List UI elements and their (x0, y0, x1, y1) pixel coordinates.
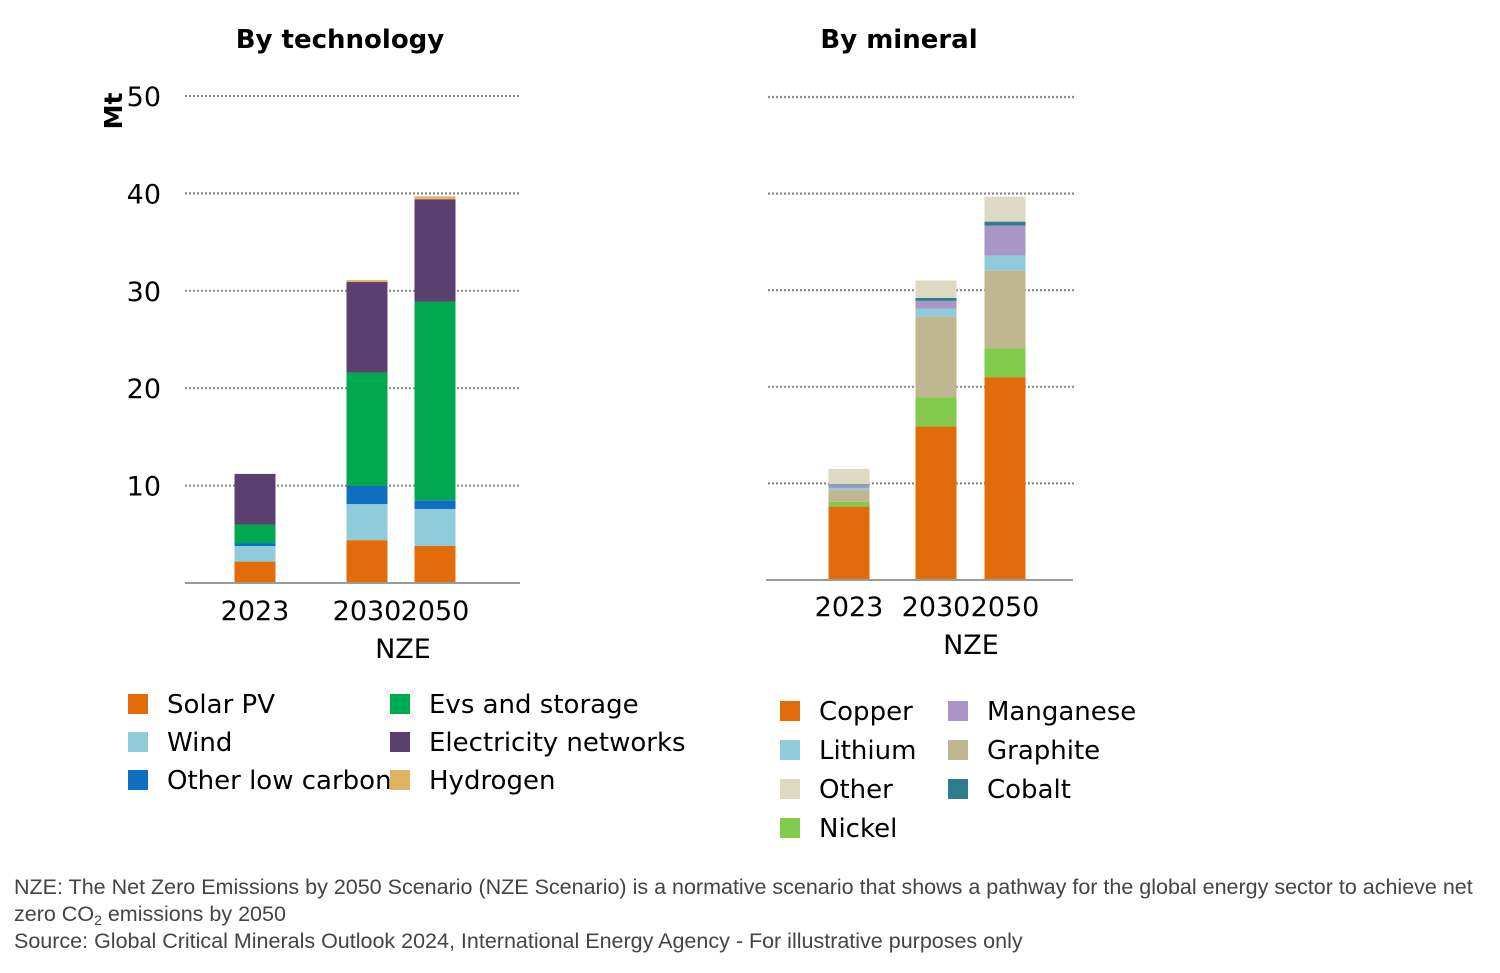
bar-segment (915, 397, 957, 427)
bar-segment (346, 504, 388, 541)
bar-segment (984, 255, 1026, 271)
bar-segment (414, 196, 456, 200)
legend-label: Other (819, 775, 893, 805)
bar-segment (984, 270, 1026, 349)
bar-segment (984, 225, 1026, 256)
group-label: NZE (375, 634, 431, 665)
x-tick-label: 2023 (815, 592, 884, 623)
chart-notes: NZE: The Net Zero Emissions by 2050 Scen… (14, 874, 1494, 955)
legend-swatch (948, 779, 968, 799)
bar-segment (984, 377, 1026, 580)
bar-segment (828, 488, 870, 491)
legend-label: Solar PV (167, 690, 275, 720)
bar-segment (828, 484, 870, 486)
legend-swatch (390, 732, 410, 752)
bar-segment (346, 485, 388, 505)
bar-segment (915, 280, 957, 298)
legend-label: Other low carbon (167, 766, 392, 796)
legend-swatch (128, 770, 148, 790)
bar-segment (414, 301, 456, 501)
legend-label: Evs and storage (429, 690, 639, 720)
legend-swatch (780, 818, 800, 838)
bar-segment (915, 316, 957, 398)
bar-segment (984, 196, 1026, 222)
bar-segment (346, 282, 388, 373)
legend-swatch (128, 732, 148, 752)
legend-label: Manganese (987, 697, 1136, 727)
x-tick-label: 2030 (333, 596, 402, 627)
legend-swatch (390, 694, 410, 714)
y-tick-label: 40 (127, 179, 161, 210)
bar-segment (234, 561, 276, 583)
x-tick-label: 2030 (902, 592, 971, 623)
legend-label: Electricity networks (429, 728, 686, 758)
source-note: Source: Global Critical Minerals Outlook… (14, 929, 1023, 953)
bar-segment (915, 426, 957, 580)
nze-note: NZE: The Net Zero Emissions by 2050 Scen… (14, 875, 1473, 928)
y-tick-label: 10 (127, 472, 161, 503)
y-tick-label: 30 (127, 277, 161, 308)
bar-segment (346, 372, 388, 486)
bar-segment (828, 468, 870, 485)
chart-title: By mineral (820, 25, 977, 55)
bar-segment (414, 199, 456, 302)
legend-swatch (780, 779, 800, 799)
bar-segment (915, 297, 957, 301)
y-tick-label: 50 (127, 82, 161, 113)
legend-label: Wind (167, 728, 232, 758)
bar-segment (828, 485, 870, 489)
x-tick-label: 2023 (221, 596, 290, 627)
bar-segment (234, 524, 276, 544)
bar-segment (828, 506, 870, 580)
legend-label: Lithium (819, 736, 916, 766)
legend-label: Graphite (987, 736, 1100, 766)
x-tick-label: 2050 (971, 592, 1040, 623)
bar-segment (414, 508, 456, 546)
bar-segment (915, 300, 957, 309)
legend-swatch (128, 694, 148, 714)
bar-segment (984, 221, 1026, 226)
y-tick-label: 20 (127, 374, 161, 405)
legend-label: Nickel (819, 814, 897, 844)
bar-segment (414, 500, 456, 509)
bar-segment (234, 545, 276, 562)
legend-swatch (780, 740, 800, 760)
legend-label: Copper (819, 697, 913, 727)
chart-title: By technology (236, 25, 445, 55)
bar-segment (984, 348, 1026, 378)
bar-segment (234, 543, 276, 546)
bar-segment (414, 545, 456, 583)
bar-segment (234, 473, 276, 525)
group-label: NZE (943, 630, 999, 661)
bar-segment (346, 280, 388, 283)
legend-swatch (780, 701, 800, 721)
bar-segment (346, 540, 388, 583)
legend-label: Cobalt (987, 775, 1071, 805)
legend-swatch (390, 770, 410, 790)
y-axis-label: Mt (99, 93, 128, 130)
legend-label: Hydrogen (429, 766, 555, 796)
legend-swatch (948, 740, 968, 760)
bar-segment (915, 308, 957, 317)
bar-segment (828, 490, 870, 502)
bar-segment (828, 501, 870, 507)
x-tick-label: 2050 (401, 596, 470, 627)
legend-swatch (948, 701, 968, 721)
